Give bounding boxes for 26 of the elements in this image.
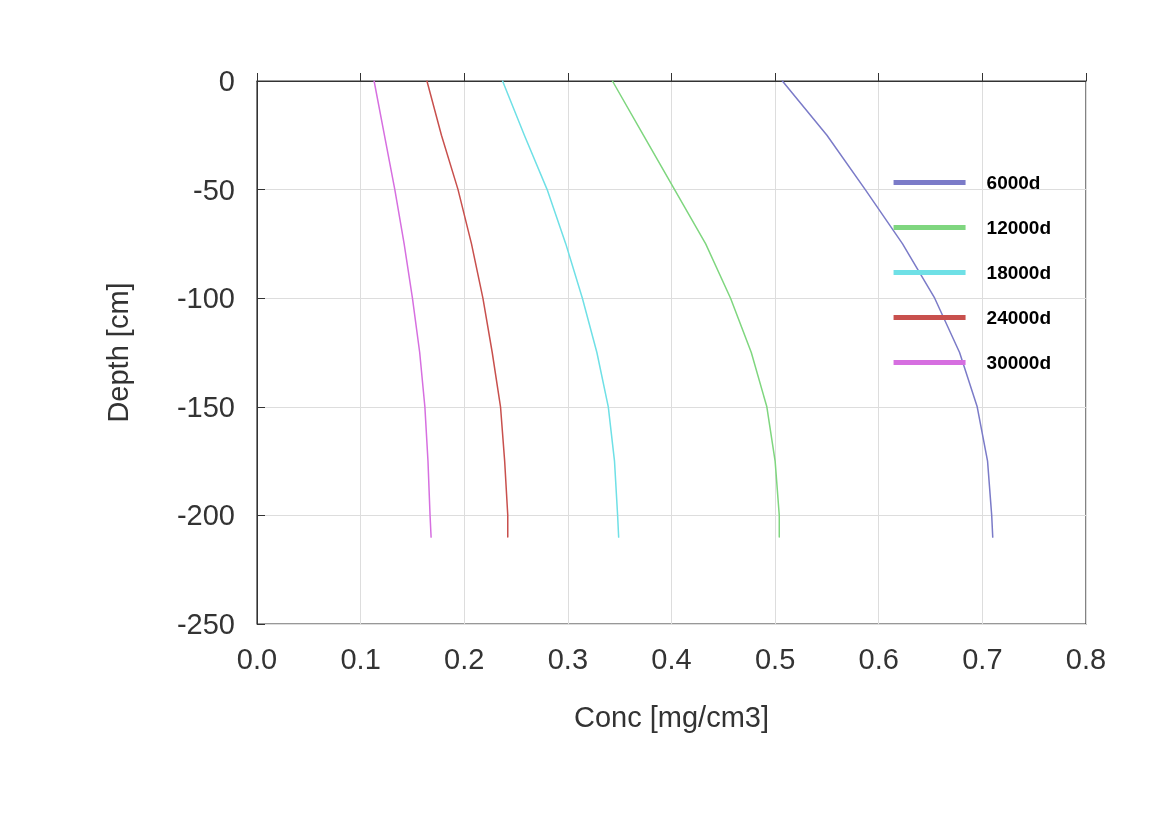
- line-series: [611, 80, 781, 538]
- x-tick-label: 0.2: [444, 642, 485, 675]
- x-tick-label: 0.0: [236, 642, 278, 675]
- legend-label: 18000d: [986, 262, 1052, 283]
- y-tick-label: -50: [193, 173, 235, 206]
- legend-label: 12000d: [986, 217, 1052, 238]
- x-tick-label: 0.5: [754, 642, 796, 675]
- y-tick-label: -250: [176, 608, 235, 640]
- y-tick-label: -200: [176, 499, 235, 532]
- legend-label: 6000d: [986, 172, 1041, 193]
- line-series: [426, 80, 509, 538]
- x-tick-label: 0.7: [962, 642, 1003, 675]
- line-series: [373, 80, 432, 538]
- y-tick-label: 0: [218, 65, 235, 97]
- x-tick-label: 0.3: [547, 642, 589, 675]
- x-tick-label: 0.4: [651, 642, 692, 675]
- y-tick-label: -150: [176, 390, 235, 423]
- legend-label: 30000d: [986, 352, 1052, 373]
- legend-label: 24000d: [986, 307, 1052, 328]
- y-axis-title: Depth [cm]: [101, 282, 134, 423]
- x-tick-label: 0.6: [858, 642, 899, 675]
- y-tick-label: -100: [176, 282, 235, 315]
- x-tick-label: 0.8: [1065, 642, 1107, 675]
- x-axis-title: Conc [mg/cm3]: [574, 700, 769, 733]
- x-tick-label: 0.1: [340, 642, 381, 675]
- line-series: [501, 80, 620, 538]
